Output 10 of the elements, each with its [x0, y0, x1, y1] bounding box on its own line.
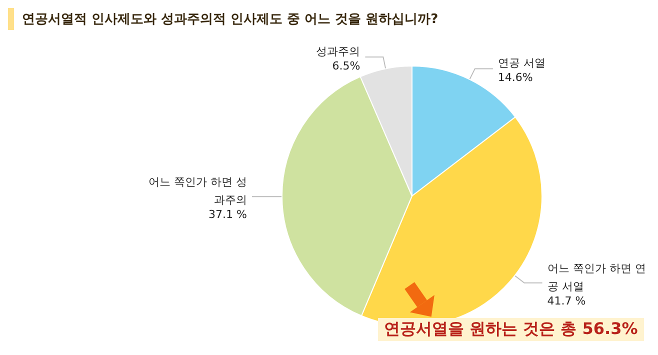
chart-title: 연공서열적 인사제도와 성과주의적 인사제도 중 어느 것을 원하십니까?: [22, 11, 438, 28]
slice-label: 연공 서열: [498, 56, 546, 70]
text: 연공서열을 원하는 것은 총 56.3%: [378, 318, 644, 341]
slice-label: 어느 쪽인가 하면 성과주의: [148, 176, 247, 207]
data-label: 6.5%: [332, 59, 360, 72]
data-label: 14.6%: [498, 71, 533, 84]
slice-label: 성과주의: [316, 44, 360, 58]
slice-label: 어느 쪽인가 하면 연공 서열: [547, 262, 646, 293]
data-label: 41.7 %: [547, 294, 586, 308]
data-label: 37.1 %: [208, 208, 247, 222]
